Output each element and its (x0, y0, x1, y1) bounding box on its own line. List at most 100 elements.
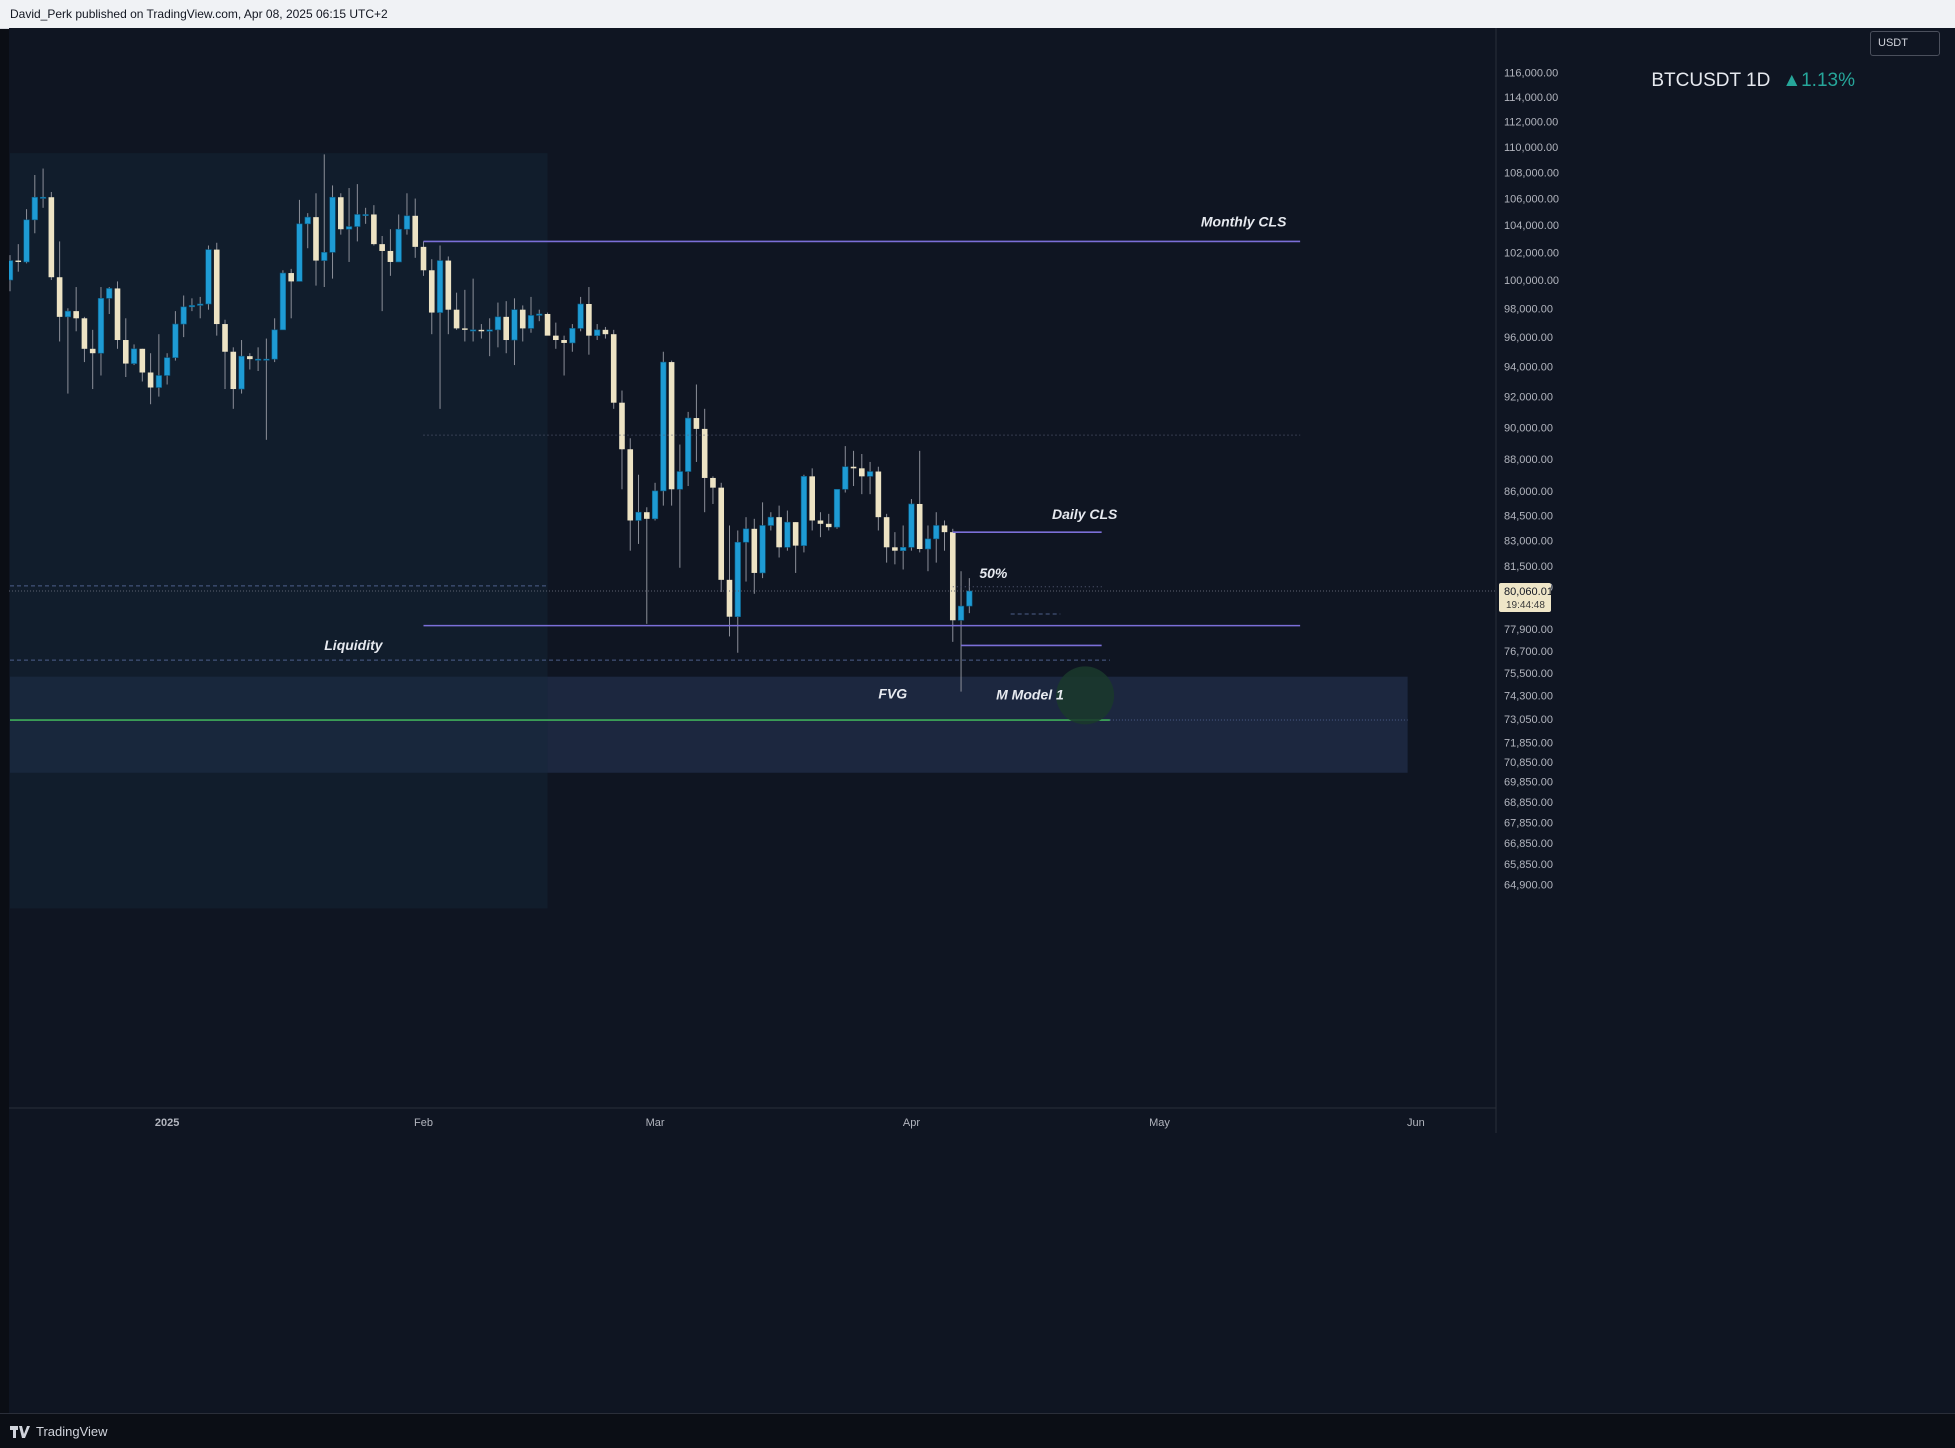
candle-body[interactable] (453, 309, 460, 329)
candle-body[interactable] (792, 522, 799, 546)
candle-body[interactable] (255, 358, 262, 361)
candle-body[interactable] (569, 328, 576, 344)
candle-body[interactable] (9, 260, 14, 281)
fvg-zone[interactable] (10, 676, 1408, 773)
candle-body[interactable] (172, 323, 179, 358)
candle-body[interactable] (594, 329, 601, 336)
candle-body[interactable] (31, 196, 38, 221)
candle-body[interactable] (627, 449, 634, 521)
candle-body[interactable] (395, 228, 402, 263)
candle-body[interactable] (908, 503, 915, 548)
candle-body[interactable] (503, 316, 509, 341)
chart-frame[interactable]: Monthly CLS Daily CLS 50% Liquidity FVG M Mod… (9, 28, 1955, 1413)
candle-body[interactable] (263, 358, 270, 361)
candle-body[interactable] (544, 313, 551, 336)
candle-body[interactable] (651, 490, 659, 520)
candle-body[interactable] (106, 288, 113, 299)
candle-body[interactable] (486, 329, 493, 332)
candle-body[interactable] (751, 528, 758, 573)
candle-body[interactable] (445, 260, 452, 310)
candle-body[interactable] (561, 340, 567, 343)
candle-body[interactable] (205, 249, 212, 305)
candle-body[interactable] (462, 328, 468, 330)
candle-body[interactable] (97, 298, 105, 354)
candle-body[interactable] (718, 487, 725, 580)
candle-body[interactable] (916, 503, 923, 549)
candle-body[interactable] (676, 471, 683, 490)
candle-body[interactable] (511, 309, 518, 341)
candle-body[interactable] (966, 590, 973, 607)
candle-body[interactable] (478, 329, 485, 332)
candle-body[interactable] (809, 476, 815, 521)
candle-body[interactable] (39, 196, 47, 199)
candle-body[interactable] (379, 244, 385, 251)
premium-zone[interactable] (10, 153, 548, 909)
candle-body[interactable] (321, 252, 328, 261)
candle-body[interactable] (577, 303, 584, 329)
candle-body[interactable] (304, 216, 311, 225)
candle-body[interactable] (635, 511, 642, 521)
candle-body[interactable] (941, 525, 948, 533)
candle-body[interactable] (296, 223, 303, 282)
candle-body[interactable] (949, 532, 956, 621)
candle-body[interactable] (643, 512, 650, 519)
candle-body[interactable] (436, 260, 444, 313)
candle-body[interactable] (387, 250, 394, 262)
price-chart[interactable]: Monthly CLS Daily CLS 50% Liquidity FVG M Mod… (9, 28, 1955, 1413)
candle-body[interactable] (734, 541, 741, 618)
candle-body[interactable] (180, 306, 187, 325)
candle-body[interactable] (155, 375, 162, 388)
candle-body[interactable] (313, 217, 319, 261)
candle-body[interactable] (114, 288, 121, 341)
candle-body[interactable] (371, 214, 377, 245)
candle-body[interactable] (957, 605, 965, 621)
candle-body[interactable] (892, 547, 898, 551)
candle-body[interactable] (403, 215, 411, 230)
candle-body[interactable] (825, 523, 832, 528)
candle-body[interactable] (726, 579, 733, 617)
candle-body[interactable] (933, 525, 940, 540)
candle-body[interactable] (900, 547, 907, 551)
candle-body[interactable] (48, 197, 55, 278)
candle-body[interactable] (470, 329, 477, 332)
candle-body[interactable] (338, 197, 344, 230)
candle-body[interactable] (660, 361, 667, 492)
candle-body[interactable] (56, 277, 63, 317)
candle-body[interactable] (354, 214, 361, 227)
candle-body[interactable] (188, 305, 196, 308)
candle-body[interactable] (842, 466, 849, 490)
candle-body[interactable] (81, 318, 88, 349)
candle-body[interactable] (139, 348, 146, 373)
candle-body[interactable] (850, 466, 857, 469)
currency-button[interactable]: USDT (1870, 31, 1940, 56)
candle-body[interactable] (73, 311, 79, 319)
candle-body[interactable] (164, 357, 171, 376)
candle-body[interactable] (742, 528, 750, 543)
candle-body[interactable] (130, 348, 138, 364)
candle-body[interactable] (833, 488, 841, 528)
candle-body[interactable] (701, 428, 708, 478)
candle-body[interactable] (817, 520, 824, 524)
candle-body[interactable] (619, 402, 625, 450)
candle-body[interactable] (685, 417, 692, 472)
symbol-legend[interactable]: BTCUSDT 1D ▲1.13% (1651, 70, 1855, 92)
candle-body[interactable] (800, 476, 808, 546)
candle-body[interactable] (767, 516, 774, 526)
candle-body[interactable] (883, 517, 890, 548)
candle-body[interactable] (238, 355, 245, 390)
candle-body[interactable] (412, 215, 419, 247)
candle-body[interactable] (866, 471, 874, 477)
last-price-badge[interactable] (1499, 582, 1551, 612)
candle-body[interactable] (271, 329, 278, 360)
candle-body[interactable] (784, 521, 791, 548)
candle-body[interactable] (553, 335, 559, 341)
candle-body[interactable] (536, 313, 543, 316)
candle-body[interactable] (247, 356, 253, 360)
candle-body[interactable] (428, 270, 435, 313)
candle-body[interactable] (668, 362, 675, 490)
candle-body[interactable] (693, 418, 700, 429)
candle-body[interactable] (222, 324, 228, 352)
candle-body[interactable] (527, 315, 535, 329)
candle-body[interactable] (288, 273, 294, 282)
candle-body[interactable] (23, 219, 30, 263)
